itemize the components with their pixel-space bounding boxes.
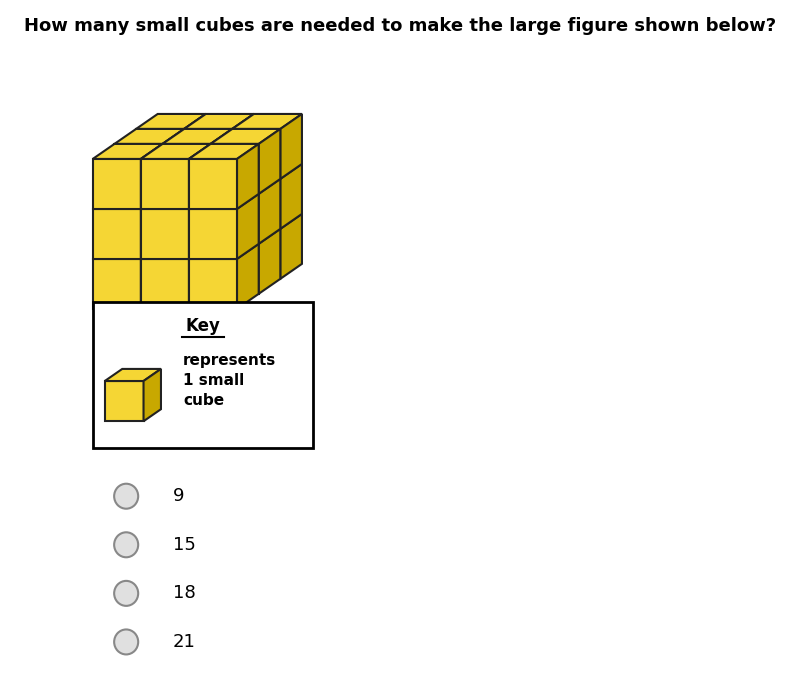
Polygon shape	[184, 129, 232, 179]
Polygon shape	[237, 144, 258, 209]
Polygon shape	[189, 144, 210, 209]
Polygon shape	[189, 209, 237, 259]
Polygon shape	[210, 244, 258, 294]
Polygon shape	[232, 179, 280, 229]
Polygon shape	[189, 244, 258, 259]
Polygon shape	[210, 229, 232, 294]
Polygon shape	[162, 129, 232, 144]
Polygon shape	[280, 164, 302, 229]
Polygon shape	[136, 164, 206, 179]
Polygon shape	[210, 229, 280, 244]
Polygon shape	[280, 114, 302, 179]
Polygon shape	[210, 179, 232, 244]
Polygon shape	[114, 144, 162, 194]
Polygon shape	[237, 244, 258, 309]
Polygon shape	[162, 229, 232, 244]
Polygon shape	[141, 209, 189, 259]
Polygon shape	[93, 194, 162, 209]
Polygon shape	[237, 194, 258, 259]
Polygon shape	[232, 164, 254, 229]
Polygon shape	[189, 259, 237, 309]
Polygon shape	[114, 229, 184, 244]
Polygon shape	[184, 214, 254, 229]
Polygon shape	[93, 159, 141, 209]
Polygon shape	[189, 159, 237, 209]
Polygon shape	[162, 179, 184, 244]
Polygon shape	[136, 214, 206, 229]
Polygon shape	[210, 179, 280, 194]
Text: Key: Key	[186, 317, 221, 335]
Polygon shape	[210, 194, 258, 244]
Polygon shape	[189, 194, 258, 209]
Polygon shape	[162, 129, 184, 194]
Text: represents
1 small
cube: represents 1 small cube	[183, 353, 276, 407]
Polygon shape	[210, 129, 280, 144]
Polygon shape	[210, 129, 232, 194]
Polygon shape	[143, 369, 161, 421]
Polygon shape	[232, 129, 280, 179]
Polygon shape	[141, 159, 189, 209]
Polygon shape	[210, 144, 258, 194]
Polygon shape	[258, 229, 280, 294]
Text: 21: 21	[173, 633, 196, 651]
Polygon shape	[141, 144, 210, 159]
Polygon shape	[184, 114, 206, 179]
Text: 15: 15	[173, 536, 196, 554]
Polygon shape	[114, 244, 162, 294]
Polygon shape	[232, 114, 302, 129]
Polygon shape	[162, 144, 210, 194]
Polygon shape	[114, 179, 184, 194]
Polygon shape	[141, 259, 189, 309]
Polygon shape	[184, 229, 232, 279]
Polygon shape	[136, 129, 184, 179]
Polygon shape	[162, 194, 210, 244]
Polygon shape	[141, 144, 162, 209]
Polygon shape	[189, 194, 210, 259]
Polygon shape	[162, 229, 184, 294]
Polygon shape	[114, 129, 184, 144]
Polygon shape	[189, 244, 210, 309]
Polygon shape	[189, 144, 258, 159]
Polygon shape	[141, 194, 210, 209]
Polygon shape	[232, 214, 254, 279]
Text: How many small cubes are needed to make the large figure shown below?: How many small cubes are needed to make …	[24, 17, 776, 35]
Polygon shape	[280, 214, 302, 279]
Polygon shape	[162, 244, 210, 294]
Polygon shape	[232, 214, 302, 229]
Polygon shape	[141, 244, 162, 309]
Polygon shape	[136, 114, 206, 129]
Polygon shape	[136, 179, 184, 229]
Circle shape	[114, 532, 138, 557]
Polygon shape	[232, 164, 302, 179]
Polygon shape	[232, 114, 254, 179]
Text: 18: 18	[173, 584, 196, 602]
Polygon shape	[184, 114, 254, 129]
Circle shape	[114, 581, 138, 606]
Polygon shape	[232, 229, 280, 279]
Polygon shape	[141, 194, 162, 259]
Polygon shape	[136, 229, 184, 279]
Polygon shape	[258, 129, 280, 194]
Text: 9: 9	[173, 487, 185, 505]
Polygon shape	[184, 164, 206, 229]
Polygon shape	[105, 369, 161, 381]
Circle shape	[114, 484, 138, 509]
Polygon shape	[184, 179, 232, 229]
Polygon shape	[93, 244, 162, 259]
Polygon shape	[93, 209, 141, 259]
Polygon shape	[93, 144, 162, 159]
Polygon shape	[141, 244, 210, 259]
Circle shape	[114, 629, 138, 654]
Polygon shape	[184, 164, 254, 179]
Polygon shape	[184, 214, 206, 279]
Bar	[93, 302, 313, 448]
Polygon shape	[93, 259, 141, 309]
Polygon shape	[105, 381, 143, 421]
Polygon shape	[258, 179, 280, 244]
Polygon shape	[114, 194, 162, 244]
Polygon shape	[162, 179, 232, 194]
